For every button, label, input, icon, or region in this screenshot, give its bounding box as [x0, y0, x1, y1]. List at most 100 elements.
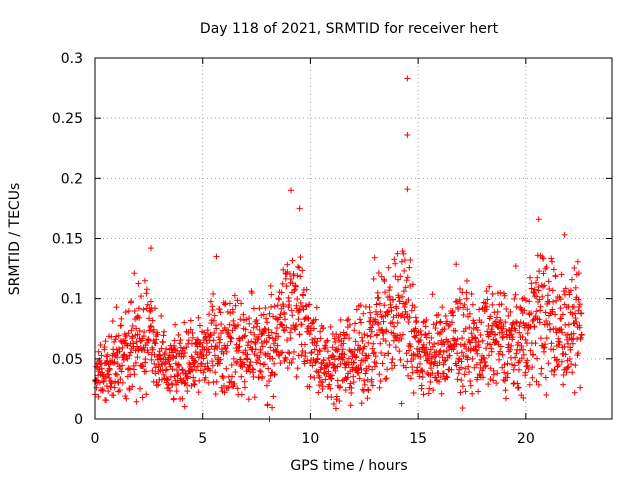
- data-point: [373, 301, 380, 308]
- data-point: [256, 326, 263, 333]
- data-point: [147, 323, 154, 330]
- data-point: [329, 352, 336, 359]
- data-point: [223, 348, 230, 355]
- data-point: [377, 308, 384, 315]
- data-point: [297, 254, 304, 261]
- data-point: [275, 295, 282, 302]
- data-point: [483, 303, 490, 310]
- data-point: [425, 390, 432, 397]
- data-point: [284, 337, 291, 344]
- data-point: [166, 361, 173, 368]
- data-point: [395, 294, 402, 301]
- data-point: [172, 321, 179, 328]
- data-point: [227, 310, 234, 317]
- data-point: [291, 287, 298, 294]
- data-point: [482, 300, 489, 307]
- data-point: [405, 318, 412, 325]
- data-point: [483, 345, 490, 352]
- data-point: [357, 345, 364, 352]
- data-point: [340, 340, 347, 347]
- data-point: [356, 346, 363, 353]
- data-point: [463, 289, 470, 296]
- data-point: [117, 376, 124, 383]
- data-point: [346, 335, 353, 342]
- data-point: [487, 365, 494, 372]
- data-point: [394, 319, 401, 326]
- data-point: [273, 348, 280, 355]
- data-point: [440, 370, 447, 377]
- data-point: [251, 331, 258, 338]
- data-point: [461, 341, 468, 348]
- data-point: [112, 370, 119, 377]
- data-point: [316, 374, 323, 381]
- data-point: [415, 338, 422, 345]
- data-point: [111, 358, 118, 365]
- data-point: [134, 354, 141, 361]
- data-point: [216, 339, 223, 346]
- data-point: [467, 378, 474, 385]
- data-point: [503, 306, 510, 313]
- data-point: [122, 309, 129, 316]
- data-point: [179, 395, 186, 402]
- data-point: [460, 304, 467, 311]
- data-point: [263, 339, 270, 346]
- data-point: [292, 283, 299, 290]
- data-point: [365, 352, 372, 359]
- data-point: [257, 368, 264, 375]
- data-point: [343, 331, 350, 338]
- data-point: [401, 267, 408, 274]
- data-point: [153, 382, 160, 389]
- data-point: [400, 250, 407, 257]
- data-point: [382, 289, 389, 296]
- data-point: [350, 378, 357, 385]
- data-point: [313, 342, 320, 349]
- data-point: [418, 382, 425, 389]
- data-point: [204, 365, 211, 372]
- data-point: [439, 354, 446, 361]
- data-point: [206, 349, 213, 356]
- data-point: [287, 335, 294, 342]
- data-point: [435, 340, 442, 347]
- data-point: [368, 328, 375, 335]
- data-point: [436, 359, 443, 366]
- data-point: [508, 331, 515, 338]
- data-point: [430, 387, 437, 394]
- data-point: [459, 405, 466, 412]
- data-point: [126, 352, 133, 359]
- data-point: [187, 317, 194, 324]
- data-point: [371, 363, 378, 370]
- data-point: [485, 352, 492, 359]
- data-point: [225, 384, 232, 391]
- data-point: [327, 385, 334, 392]
- data-point: [287, 276, 294, 283]
- data-point: [461, 301, 468, 308]
- data-point: [246, 362, 253, 369]
- data-point: [323, 338, 330, 345]
- data-point: [112, 336, 119, 343]
- data-point: [330, 400, 337, 407]
- data-point: [370, 340, 377, 347]
- data-point: [397, 356, 404, 363]
- data-point: [208, 331, 215, 338]
- data-point: [329, 344, 336, 351]
- data-point: [242, 332, 249, 339]
- data-point: [113, 333, 120, 340]
- data-point: [337, 331, 344, 338]
- data-point: [496, 356, 503, 363]
- data-point: [217, 336, 224, 343]
- data-point: [443, 373, 450, 380]
- data-point: [238, 300, 245, 307]
- data-point: [131, 307, 138, 314]
- data-point: [108, 379, 115, 386]
- data-point: [452, 327, 459, 334]
- data-point: [508, 342, 515, 349]
- data-point: [109, 318, 116, 325]
- data-point: [477, 332, 484, 339]
- data-point: [242, 326, 249, 333]
- data-point: [241, 378, 248, 385]
- data-point: [458, 364, 465, 371]
- data-point: [390, 314, 397, 321]
- data-point: [302, 302, 309, 309]
- data-point: [520, 351, 527, 358]
- data-point: [406, 264, 413, 271]
